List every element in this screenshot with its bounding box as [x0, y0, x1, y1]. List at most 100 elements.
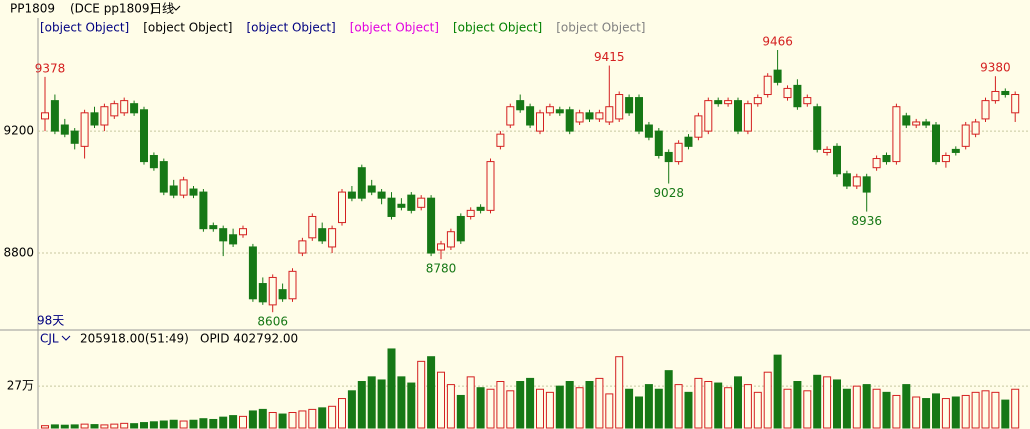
volume-bar	[496, 381, 505, 429]
candle-body	[625, 97, 634, 114]
volume-bar	[120, 422, 129, 429]
volume-bar	[338, 398, 346, 429]
candle-body	[189, 188, 198, 196]
volume-bar	[872, 388, 881, 429]
volume-bar	[823, 376, 832, 429]
candle-body	[595, 112, 604, 120]
volume-bar	[357, 381, 366, 429]
candle-body	[536, 112, 544, 132]
candle-body	[466, 209, 475, 217]
y-tick-label: 27万	[7, 379, 34, 393]
volume-bar	[466, 376, 475, 429]
volume-bar	[417, 360, 426, 429]
low-label: 9028	[653, 186, 684, 200]
candle-body	[308, 215, 317, 239]
candle-body	[377, 191, 386, 199]
candle-body	[248, 246, 257, 300]
volume-bar	[278, 413, 287, 429]
high-label: 9415	[594, 50, 625, 64]
candle-body	[347, 191, 356, 199]
volume-bar	[743, 384, 752, 429]
volume-bar	[50, 424, 59, 429]
legend-entry: [object Object]	[453, 21, 542, 35]
candle-body	[1011, 94, 1020, 114]
volume-bar	[981, 390, 990, 429]
candle-body	[338, 191, 346, 224]
volume-bar	[41, 425, 49, 429]
candle-body	[961, 124, 970, 147]
volume-bar	[397, 376, 406, 429]
volume-bar	[842, 388, 851, 429]
volume-bar	[268, 412, 277, 429]
volume-bar	[714, 382, 723, 429]
candle-body	[80, 112, 89, 147]
volume-bar	[1011, 388, 1020, 429]
candle-body	[852, 176, 861, 187]
volume-bar	[536, 388, 544, 429]
candle-body	[288, 270, 297, 300]
candle-body	[922, 121, 931, 126]
candle-body	[456, 215, 465, 242]
volume-bar	[60, 424, 69, 429]
candle-body	[991, 90, 1000, 102]
volume-bar	[456, 394, 465, 429]
volume-bar	[110, 423, 119, 429]
candle-body	[912, 121, 921, 126]
candle-body	[486, 161, 495, 211]
dropdown-arrow[interactable]	[61, 335, 71, 341]
candle-body	[318, 228, 327, 242]
candle-body	[803, 97, 812, 105]
candle-body	[902, 115, 911, 126]
candle-body	[674, 142, 683, 163]
low-label: 8606	[257, 315, 288, 329]
candle-body	[239, 228, 247, 236]
volume-bar	[724, 387, 733, 429]
volume-bar	[377, 379, 386, 429]
volume-bar	[763, 371, 772, 429]
candle-body	[793, 84, 802, 108]
volume-bar	[328, 405, 337, 429]
candle-body	[842, 173, 851, 187]
dropdown-arrow[interactable]	[171, 5, 181, 11]
volume-bar	[526, 377, 535, 429]
volume-bar	[189, 419, 198, 429]
candle-body	[981, 100, 990, 120]
volume-bar	[605, 393, 614, 429]
candle-body	[229, 234, 238, 245]
volume-bar	[476, 387, 485, 429]
low-label: 8780	[426, 262, 457, 276]
volume-bar	[219, 416, 228, 429]
candle-body	[644, 124, 653, 138]
volume-bar	[734, 376, 742, 429]
volume-bar	[694, 377, 703, 429]
legend-entry: 205918.00(51:49)	[80, 332, 189, 346]
candle-body	[545, 106, 554, 114]
candle-body	[664, 151, 673, 163]
candle-body	[941, 154, 950, 163]
candle-body	[50, 100, 59, 132]
volume-bar	[704, 381, 713, 429]
candle-body	[892, 106, 901, 163]
candle-body	[714, 100, 723, 105]
volume-title[interactable]: CJL	[40, 332, 59, 346]
candle-body	[605, 106, 614, 123]
chart-title: PP1809	[10, 2, 55, 16]
volume-bar	[951, 396, 960, 429]
candle-body	[654, 130, 663, 156]
volume-bar	[664, 370, 673, 429]
candle-body	[615, 94, 624, 120]
volume-bar	[130, 423, 139, 429]
candle-body	[209, 225, 218, 230]
candle-body	[753, 97, 762, 105]
volume-bar	[199, 418, 208, 429]
candle-body	[694, 115, 703, 138]
volume-bar	[654, 388, 663, 429]
legend-entry: [object Object]	[143, 21, 232, 35]
candle-body	[783, 87, 792, 99]
candle-body	[862, 176, 871, 193]
period[interactable]: 日线	[150, 2, 174, 16]
volume-bar	[1001, 399, 1010, 429]
volume-bar	[625, 388, 634, 429]
high-label: 9466	[762, 35, 793, 49]
